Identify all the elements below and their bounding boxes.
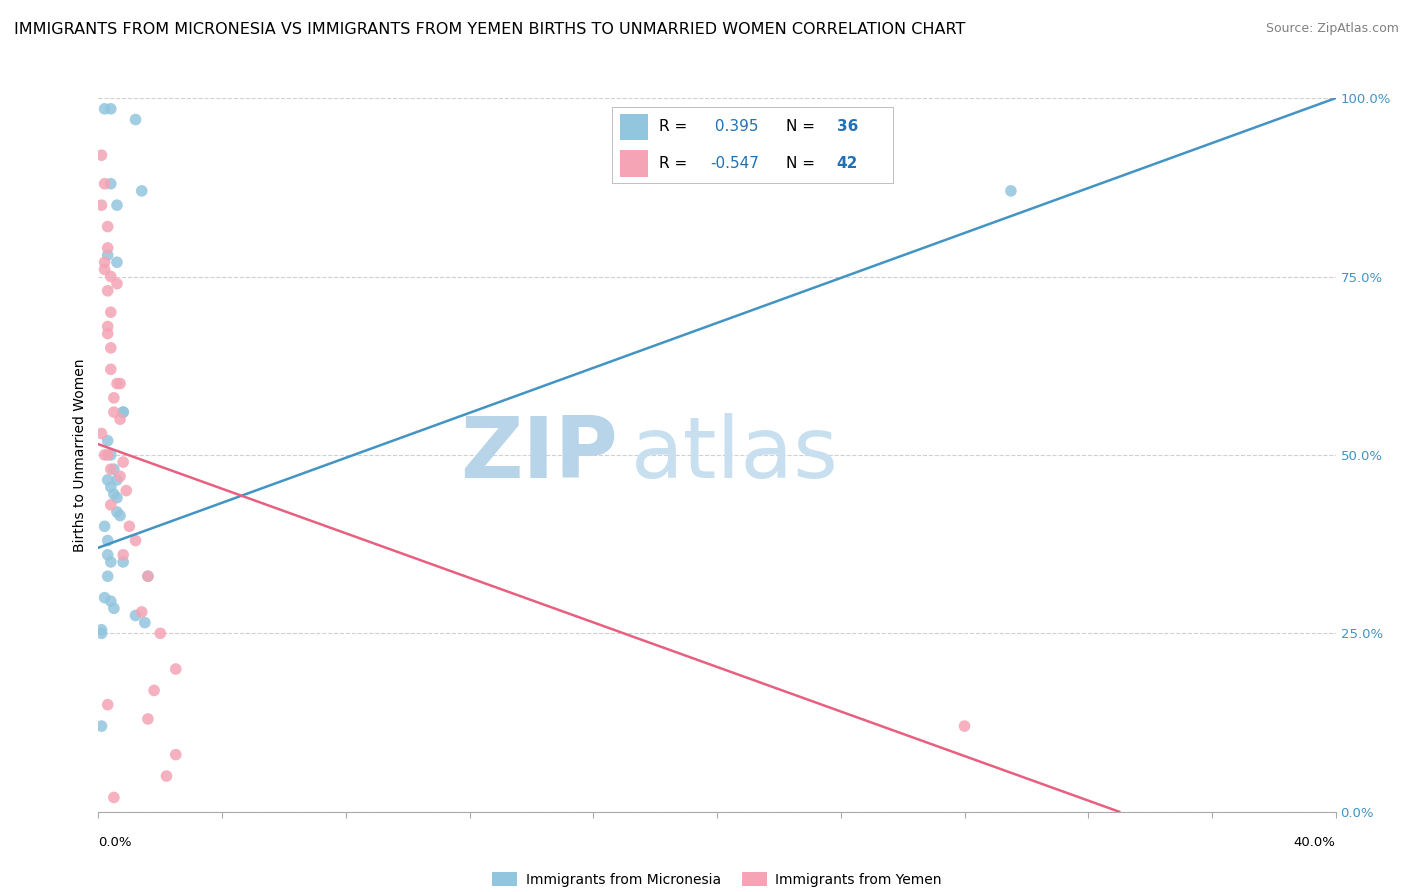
Point (124, 112, 146, 127)
Text: R =: R = (659, 155, 693, 170)
Text: 0.0%: 0.0% (98, 837, 132, 849)
Text: Source: ZipAtlas.com: Source: ZipAtlas.com (1265, 22, 1399, 36)
Point (103, 601, 125, 615)
Point (97, 533, 120, 548)
Point (90, 198, 112, 212)
Point (108, 376, 131, 391)
Point (105, 505, 128, 519)
Point (103, 790, 125, 805)
Text: 42: 42 (837, 155, 858, 170)
Text: 36: 36 (837, 120, 858, 135)
Text: N =: N = (786, 155, 820, 170)
Point (131, 605, 153, 619)
Point (136, 569, 159, 583)
Text: N =: N = (786, 120, 820, 135)
Point (90, 148, 112, 162)
Text: ZIP: ZIP (460, 413, 619, 497)
Point (97, 473, 120, 487)
Point (103, 405, 125, 419)
Point (134, 615, 156, 630)
Point (97, 326, 120, 341)
Text: 40.0%: 40.0% (1294, 837, 1336, 849)
Point (118, 519, 141, 533)
Point (100, 462, 122, 476)
Text: 0.395: 0.395 (710, 120, 758, 135)
Point (124, 533, 146, 548)
Point (100, 555, 122, 569)
Point (93, 448, 115, 462)
Point (100, 498, 122, 512)
Point (112, 548, 135, 562)
Point (100, 480, 122, 494)
Point (100, 269, 122, 284)
Point (103, 487, 125, 501)
Point (90, 623, 112, 637)
Text: IMMIGRANTS FROM MICRONESIA VS IMMIGRANTS FROM YEMEN BIRTHS TO UNMARRIED WOMEN CO: IMMIGRANTS FROM MICRONESIA VS IMMIGRANTS… (14, 22, 966, 37)
Point (105, 491, 128, 505)
Point (100, 341, 122, 355)
Point (100, 305, 122, 319)
Point (97, 569, 120, 583)
Point (105, 473, 128, 487)
Point (105, 255, 128, 269)
Point (97, 284, 120, 298)
Point (100, 362, 122, 376)
Point (149, 626, 172, 640)
Point (108, 508, 131, 523)
Point (97, 319, 120, 334)
Point (100, 594, 122, 608)
Point (100, 177, 122, 191)
Text: R =: R = (659, 120, 693, 135)
Point (112, 405, 135, 419)
Point (165, 747, 187, 762)
Point (136, 569, 159, 583)
Point (100, 448, 122, 462)
Point (93, 177, 115, 191)
Point (103, 462, 125, 476)
Point (155, 769, 177, 783)
Point (103, 391, 125, 405)
Point (90, 719, 112, 733)
Text: atlas: atlas (630, 413, 838, 497)
Point (1000, 184, 1022, 198)
Point (108, 412, 131, 426)
Legend: Immigrants from Micronesia, Immigrants from Yemen: Immigrants from Micronesia, Immigrants f… (492, 872, 942, 887)
Point (90, 426, 112, 441)
Point (105, 277, 128, 291)
Point (115, 483, 138, 498)
Point (165, 662, 187, 676)
Point (97, 548, 120, 562)
Point (100, 102, 122, 116)
Point (136, 712, 159, 726)
Point (97, 219, 120, 234)
Text: -0.547: -0.547 (710, 155, 759, 170)
Point (90, 626, 112, 640)
Point (112, 405, 135, 419)
Point (93, 102, 115, 116)
Point (97, 448, 120, 462)
Point (124, 608, 146, 623)
Point (93, 519, 115, 533)
Point (108, 469, 131, 483)
FancyBboxPatch shape (620, 114, 648, 140)
Point (97, 248, 120, 262)
Point (105, 376, 128, 391)
Point (105, 198, 128, 212)
Point (143, 683, 166, 698)
Point (93, 255, 115, 269)
Point (112, 555, 135, 569)
Point (131, 184, 153, 198)
Point (97, 241, 120, 255)
Y-axis label: Births to Unmarried Women: Births to Unmarried Women (73, 359, 87, 551)
Point (93, 591, 115, 605)
FancyBboxPatch shape (620, 150, 648, 177)
Point (97, 434, 120, 448)
Point (953, 719, 976, 733)
Point (112, 455, 135, 469)
Point (93, 262, 115, 277)
Point (97, 698, 120, 712)
